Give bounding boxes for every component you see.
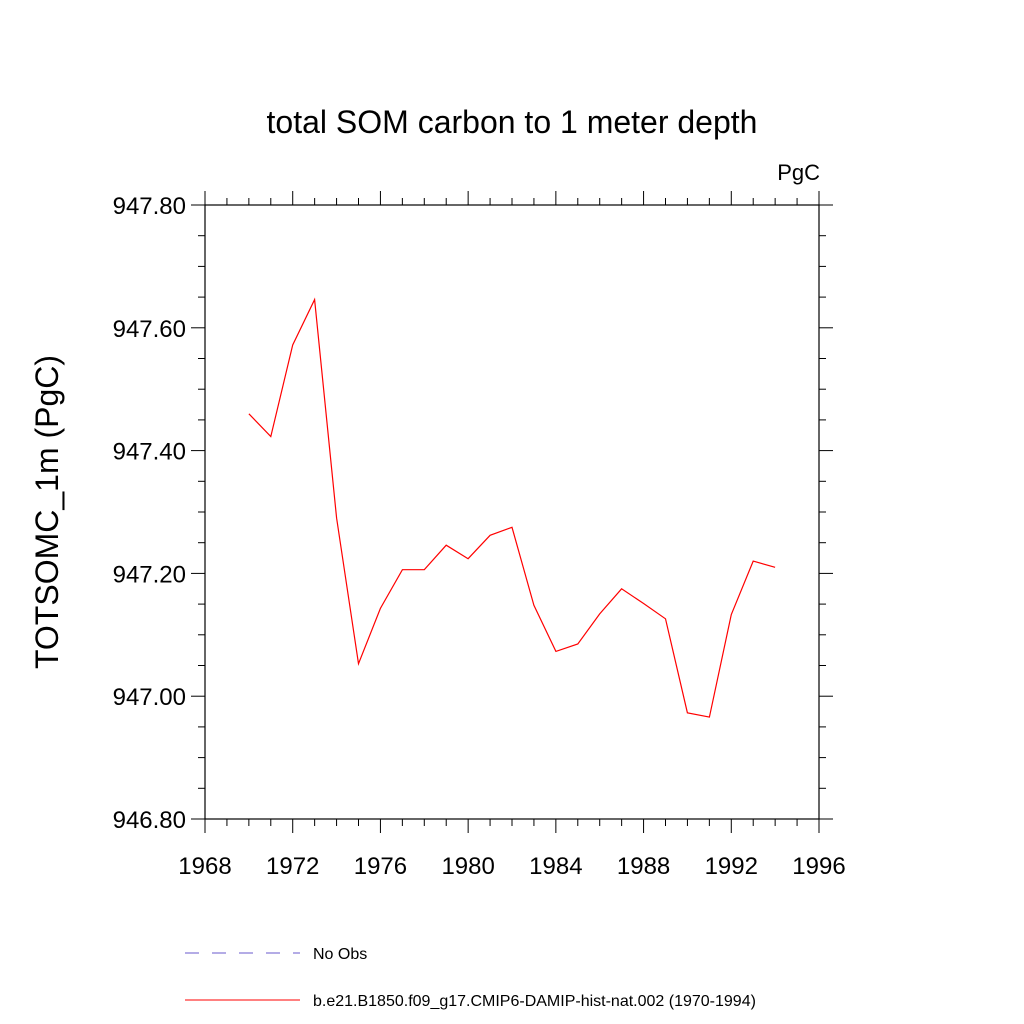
y-tick-label: 946.80 xyxy=(113,807,186,834)
series-line-1 xyxy=(248,297,776,718)
x-tick-label: 1988 xyxy=(617,853,670,880)
chart-title: total SOM carbon to 1 meter depth xyxy=(267,104,758,140)
x-tick-label: 1980 xyxy=(441,853,494,880)
legend-label: No Obs xyxy=(313,946,367,963)
x-tick-label: 1968 xyxy=(178,853,231,880)
units-label: PgC xyxy=(777,160,820,185)
x-tick-label: 1976 xyxy=(354,853,407,880)
x-tick-label: 1984 xyxy=(529,853,582,880)
tick-labels: 1968 1972 1976 1980 1984 1988 1992 1996 946.80 94… xyxy=(113,193,846,880)
y-tick-label: 947.40 xyxy=(113,439,186,466)
y-tick-label: 947.60 xyxy=(113,316,186,343)
legend: No Obs b.e21.B1850.f09_g17.CMIP6-DAMIP-hi… xyxy=(185,946,756,1010)
x-tick-label: 1992 xyxy=(705,853,758,880)
series-lines xyxy=(248,297,776,718)
x-tick-label: 1972 xyxy=(266,853,319,880)
plot-frame xyxy=(204,204,820,820)
axis-ticks xyxy=(191,191,833,833)
legend-label: b.e21.B1850.f09_g17.CMIP6-DAMIP-hist-nat… xyxy=(313,993,756,1010)
x-tick-label: 1996 xyxy=(792,853,845,880)
y-tick-label: 947.00 xyxy=(113,684,186,711)
y-tick-label: 947.80 xyxy=(113,193,186,220)
y-tick-label: 947.20 xyxy=(113,561,186,588)
y-axis-label: TOTSOMC_1m (PgC) xyxy=(29,355,65,669)
